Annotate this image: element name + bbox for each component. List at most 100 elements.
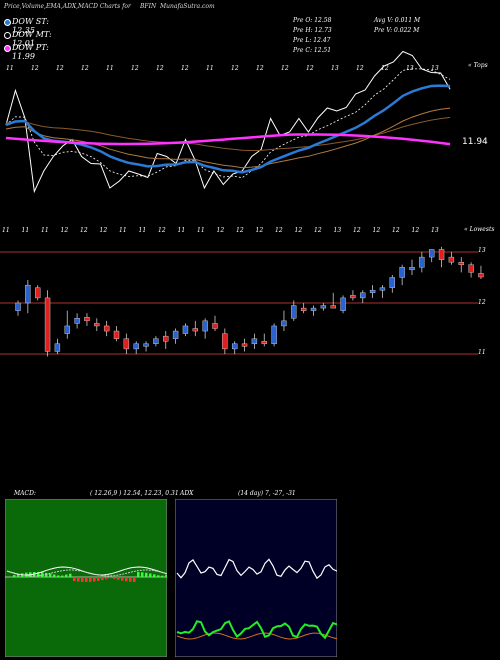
- candle-body: [379, 287, 386, 291]
- macd-histogram-bar: [89, 577, 92, 582]
- legend-label-pt: DOW PT: 11.99: [12, 43, 49, 61]
- adx-di-line: [176, 558, 337, 580]
- ema-top-tick: 12: [231, 65, 239, 72]
- legend-label-mt: DOW MT: 12.01: [12, 30, 52, 48]
- macd-histogram-bar: [77, 577, 80, 582]
- ema-top-tick: 11: [6, 65, 14, 72]
- macd-histogram-bar: [65, 574, 68, 577]
- adx-panel: [175, 499, 337, 657]
- candle-body: [202, 320, 208, 332]
- candle-body: [231, 343, 238, 350]
- candle-body: [54, 343, 61, 352]
- ema-top-tick: 12: [156, 65, 164, 72]
- ema-fast-dotted: [5, 68, 451, 179]
- macd-histogram-bar: [109, 577, 112, 579]
- candle-body: [143, 343, 149, 347]
- candle-body: [94, 323, 100, 327]
- ema-bottom-tick: 12: [353, 227, 361, 234]
- ema-tops-label: « Tops: [468, 62, 488, 69]
- legend-swatch-magenta: [4, 45, 11, 52]
- candle-body: [409, 267, 415, 271]
- ema-top-tick: 13: [406, 65, 414, 72]
- macd-histogram-bar: [161, 575, 164, 577]
- stat-prev-low: Pre L: 12.47: [293, 37, 331, 44]
- price-axis-13: 13: [478, 247, 486, 254]
- macd-histogram-bar: [53, 574, 56, 577]
- candle-body: [153, 338, 159, 345]
- macd-histogram-bar: [153, 574, 156, 577]
- adx-orange-line: [176, 632, 337, 640]
- chart-title: Price,Volume,EMA,ADX,MACD Charts for: [4, 3, 131, 10]
- candle-body: [310, 307, 317, 311]
- macd-histogram-bar: [121, 577, 124, 581]
- stat-prev-high: Pre H: 12.73: [293, 27, 332, 34]
- ema-bottom-tick: 12: [412, 227, 420, 234]
- macd-histogram-bar: [9, 577, 12, 578]
- price-panel: [0, 246, 484, 357]
- ema-top-tick: 11: [106, 65, 114, 72]
- macd-histogram-bar: [17, 574, 20, 577]
- site-label: MunafaSutra.com: [160, 3, 215, 10]
- macd-histogram-bar: [133, 577, 136, 582]
- candle-body: [429, 249, 435, 258]
- macd-histogram-bar: [41, 572, 44, 577]
- ema-top-tick: 11: [206, 65, 214, 72]
- ema-top-tick: 12: [81, 65, 89, 72]
- ema-bottom-tick: 12: [158, 227, 166, 234]
- legend-dow-mt: DOW MT: 12.01: [2, 30, 72, 48]
- macd-histogram-bar: [37, 572, 40, 577]
- macd-histogram-bar: [49, 573, 52, 577]
- macd-histogram-bar: [13, 575, 16, 577]
- ema-top-tick: 12: [56, 65, 64, 72]
- macd-histogram-bar: [73, 577, 76, 582]
- ema-blue-line: [5, 84, 451, 174]
- candle-body: [123, 338, 130, 350]
- macd-histogram-bar: [69, 573, 72, 577]
- candle-body: [300, 307, 307, 311]
- ema-bottom-tick: 11: [22, 227, 30, 234]
- legend-label-st: DOW ST: 12.35: [12, 17, 49, 35]
- macd-histogram-bar: [145, 572, 148, 577]
- macd-panel: [5, 499, 167, 657]
- candle-body: [15, 302, 21, 311]
- stat-prev-open: Pre O: 12.58: [293, 17, 332, 24]
- macd-histogram-bar: [165, 574, 167, 577]
- candle-body: [468, 264, 474, 273]
- adx-green-line: [176, 620, 337, 640]
- candle-body: [84, 317, 90, 322]
- dow-pt-magenta-line: [5, 133, 451, 146]
- candle-body: [340, 297, 346, 311]
- candle-body: [192, 328, 199, 332]
- ema-bottom-tick: 11: [41, 227, 49, 234]
- candle-body: [44, 297, 51, 352]
- candle-body: [25, 284, 31, 304]
- macd-histogram-bar: [125, 577, 128, 582]
- candle-body: [35, 287, 41, 299]
- macd-histogram-bar: [81, 577, 84, 582]
- stat-prev-volume: Pre V: 0.022 M: [374, 27, 420, 34]
- candle-body: [182, 325, 189, 334]
- adx-background: [175, 499, 337, 657]
- ema-bottom-tick: 12: [314, 227, 322, 234]
- ema-bottom-tick: 12: [100, 227, 108, 234]
- candle-body: [64, 325, 70, 334]
- candle-body: [291, 305, 297, 319]
- ema-bottom-tick: 11: [2, 227, 10, 234]
- candle-body: [212, 323, 218, 329]
- ema-bottom-tick: 11: [119, 227, 127, 234]
- ema-bottom-tick: 12: [217, 227, 225, 234]
- candle-body: [448, 256, 455, 263]
- price-axis-12: 12: [478, 299, 486, 306]
- macd-histogram-bar: [101, 577, 104, 581]
- candle-body: [172, 330, 179, 339]
- ema-top-tick: 13: [331, 65, 339, 72]
- macd-values: ( 12.26,9 ) 12.54, 12.23, 0.31: [90, 490, 179, 497]
- stat-avg-volume: Avg V: 0.011 M: [374, 17, 421, 24]
- ema-bottom-tick: 12: [80, 227, 88, 234]
- candle-body: [320, 305, 327, 309]
- ema-top-tick: 12: [281, 65, 289, 72]
- macd-histogram-bar: [137, 572, 140, 577]
- ema-top-tick: 12: [381, 65, 389, 72]
- ema-bottom-tick: 12: [295, 227, 303, 234]
